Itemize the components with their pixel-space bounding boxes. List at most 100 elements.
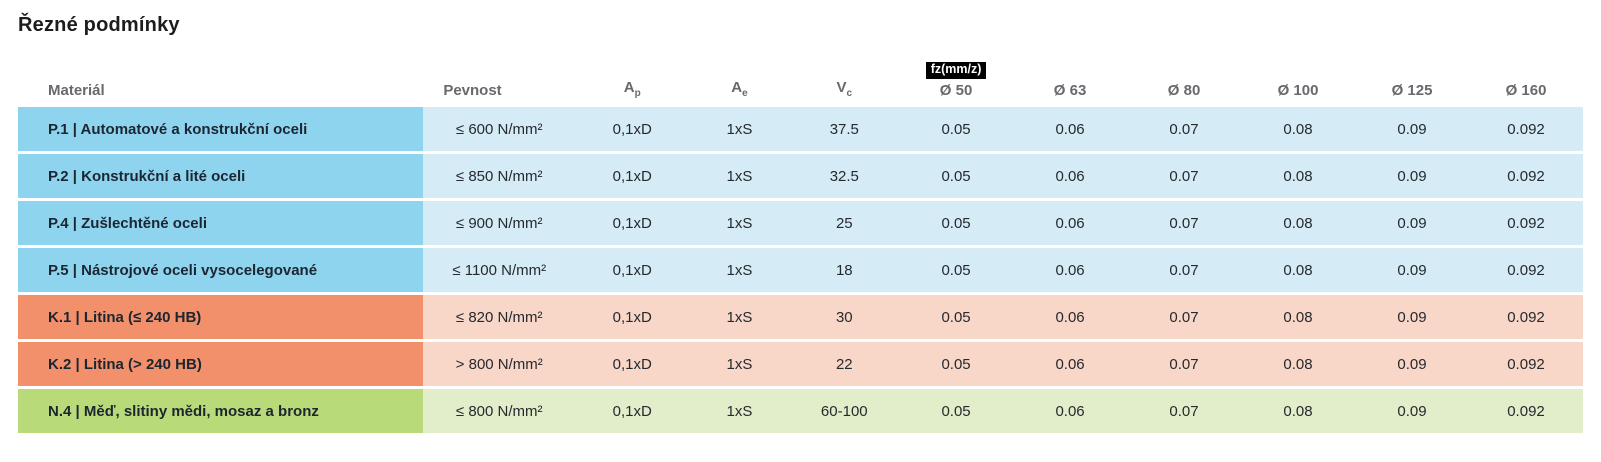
page-title: Řezné podmínky: [18, 14, 180, 36]
fz-cell-50: 0.05: [899, 154, 1014, 198]
ae-cell: 1xS: [689, 107, 790, 151]
material-cell: N.4 | Měď, slitiny mědi, mosaz a bronz: [18, 389, 424, 433]
table-row-k1: K.1 | Litina (≤ 240 HB) ≤ 820 N/mm² 0,1x…: [18, 295, 1583, 339]
fz-cell-100: 0.08: [1241, 389, 1356, 433]
fz-cell-125: 0.09: [1355, 342, 1469, 386]
ap-cell: 0,1xD: [575, 154, 690, 198]
pevnost-cell: ≤ 900 N/mm²: [423, 201, 576, 245]
ap-subscript: p: [634, 88, 641, 99]
column-header-diameter-50: fz(mm/z) Ø 50: [899, 61, 1013, 99]
ae-cell: 1xS: [689, 201, 790, 245]
ae-subscript: e: [742, 88, 748, 99]
table-row-n4: N.4 | Měď, slitiny mědi, mosaz a bronz ≤…: [18, 389, 1583, 433]
fz-cell-50: 0.05: [899, 342, 1014, 386]
column-header-ae: Ae: [689, 79, 789, 99]
vc-cell: 22: [789, 342, 900, 386]
table-row-p5: P.5 | Nástrojové oceli vysocelegované ≤ …: [18, 248, 1583, 292]
material-cell: P.5 | Nástrojové oceli vysocelegované: [18, 248, 424, 292]
fz-cell-63: 0.06: [1013, 248, 1128, 292]
ap-cell: 0,1xD: [575, 107, 690, 151]
fz-cell-63: 0.06: [1013, 295, 1128, 339]
fz-cell-50: 0.05: [899, 201, 1014, 245]
material-cell: K.1 | Litina (≤ 240 HB): [18, 295, 424, 339]
fz-cell-80: 0.07: [1127, 389, 1242, 433]
table-row-p4: P.4 | Zušlechtěné oceli ≤ 900 N/mm² 0,1x…: [18, 201, 1583, 245]
fz-cell-160: 0.092: [1469, 342, 1583, 386]
material-cell: K.2 | Litina (> 240 HB): [18, 342, 424, 386]
fz-cell-125: 0.09: [1355, 389, 1469, 433]
fz-cell-80: 0.07: [1127, 248, 1242, 292]
vc-subscript: c: [846, 88, 853, 99]
fz-cell-50: 0.05: [899, 389, 1014, 433]
vc-cell: 60-100: [789, 389, 900, 433]
fz-cell-160: 0.092: [1469, 154, 1583, 198]
material-cell: P.1 | Automatové a konstrukční oceli: [18, 107, 424, 151]
ap-cell: 0,1xD: [575, 248, 690, 292]
pevnost-cell: ≤ 1100 N/mm²: [423, 248, 576, 292]
fz-cell-50: 0.05: [899, 295, 1014, 339]
fz-cell-100: 0.08: [1241, 295, 1356, 339]
vc-cell: 37.5: [789, 107, 900, 151]
fz-cell-80: 0.07: [1127, 201, 1242, 245]
pevnost-cell: > 800 N/mm²: [423, 342, 576, 386]
column-header-material: Materiál: [48, 81, 105, 99]
fz-cell-63: 0.06: [1013, 389, 1128, 433]
fz-unit-badge: fz(mm/z): [925, 61, 987, 79]
ae-cell: 1xS: [689, 248, 790, 292]
vc-cell: 32.5: [789, 154, 900, 198]
ap-symbol: A: [623, 79, 635, 96]
fz-cell-160: 0.092: [1469, 389, 1583, 433]
pevnost-cell: ≤ 820 N/mm²: [423, 295, 576, 339]
column-header-diameter-63: Ø 63: [1053, 81, 1087, 99]
fz-cell-160: 0.092: [1469, 201, 1583, 245]
fz-cell-63: 0.06: [1013, 154, 1128, 198]
fz-cell-100: 0.08: [1241, 342, 1356, 386]
diameter-50-label: Ø 50: [939, 81, 973, 99]
fz-cell-50: 0.05: [899, 248, 1014, 292]
vc-cell: 18: [789, 248, 900, 292]
column-header-diameter-125: Ø 125: [1391, 81, 1433, 99]
pevnost-cell: ≤ 600 N/mm²: [423, 107, 576, 151]
page-container: Řezné podmínky Materiál Pevnost Ap Ae Vc…: [18, 14, 1583, 433]
fz-cell-125: 0.09: [1355, 154, 1469, 198]
fz-cell-100: 0.08: [1241, 154, 1356, 198]
table-row-p1: P.1 | Automatové a konstrukční oceli ≤ 6…: [18, 107, 1583, 151]
column-header-diameter-80: Ø 80: [1167, 81, 1201, 99]
vc-cell: 30: [789, 295, 900, 339]
ap-cell: 0,1xD: [575, 342, 690, 386]
table-row-k2: K.2 | Litina (> 240 HB) > 800 N/mm² 0,1x…: [18, 342, 1583, 386]
column-header-ap: Ap: [575, 79, 689, 99]
ae-cell: 1xS: [689, 154, 790, 198]
material-cell: P.4 | Zušlechtěné oceli: [18, 201, 424, 245]
table-row-p2: P.2 | Konstrukční a lité oceli ≤ 850 N/m…: [18, 154, 1583, 198]
ap-cell: 0,1xD: [575, 389, 690, 433]
pevnost-cell: ≤ 800 N/mm²: [423, 389, 576, 433]
column-header-diameter-160: Ø 160: [1505, 81, 1547, 99]
ap-cell: 0,1xD: [575, 295, 690, 339]
fz-cell-63: 0.06: [1013, 107, 1128, 151]
fz-cell-160: 0.092: [1469, 248, 1583, 292]
fz-cell-80: 0.07: [1127, 107, 1242, 151]
pevnost-cell: ≤ 850 N/mm²: [423, 154, 576, 198]
fz-cell-80: 0.07: [1127, 295, 1242, 339]
fz-cell-160: 0.092: [1469, 107, 1583, 151]
fz-cell-100: 0.08: [1241, 201, 1356, 245]
fz-cell-100: 0.08: [1241, 107, 1356, 151]
fz-cell-100: 0.08: [1241, 248, 1356, 292]
ae-cell: 1xS: [689, 389, 790, 433]
fz-cell-125: 0.09: [1355, 201, 1469, 245]
vc-symbol: V: [836, 79, 847, 96]
column-header-vc: Vc: [790, 79, 900, 99]
fz-cell-80: 0.07: [1127, 342, 1242, 386]
fz-cell-125: 0.09: [1355, 295, 1469, 339]
ae-symbol: A: [731, 79, 743, 96]
vc-cell: 25: [789, 201, 900, 245]
fz-cell-63: 0.06: [1013, 342, 1128, 386]
fz-cell-63: 0.06: [1013, 201, 1128, 245]
column-header-pevnost: Pevnost: [443, 81, 502, 99]
fz-cell-80: 0.07: [1127, 154, 1242, 198]
material-cell: P.2 | Konstrukční a lité oceli: [18, 154, 424, 198]
fz-cell-160: 0.092: [1469, 295, 1583, 339]
fz-cell-125: 0.09: [1355, 107, 1469, 151]
fz-cell-50: 0.05: [899, 107, 1014, 151]
